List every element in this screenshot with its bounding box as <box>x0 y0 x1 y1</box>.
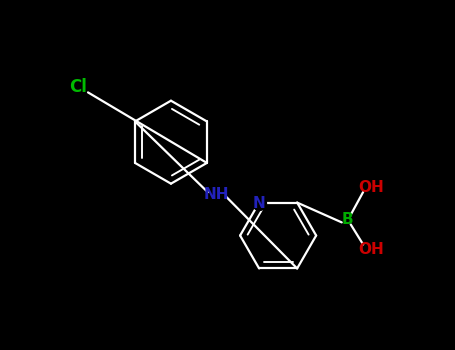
Text: OH: OH <box>359 242 384 257</box>
Text: N: N <box>253 196 265 211</box>
Text: NH: NH <box>203 188 229 202</box>
Text: Cl: Cl <box>69 78 86 96</box>
Text: OH: OH <box>359 180 384 195</box>
Text: B: B <box>341 212 353 227</box>
